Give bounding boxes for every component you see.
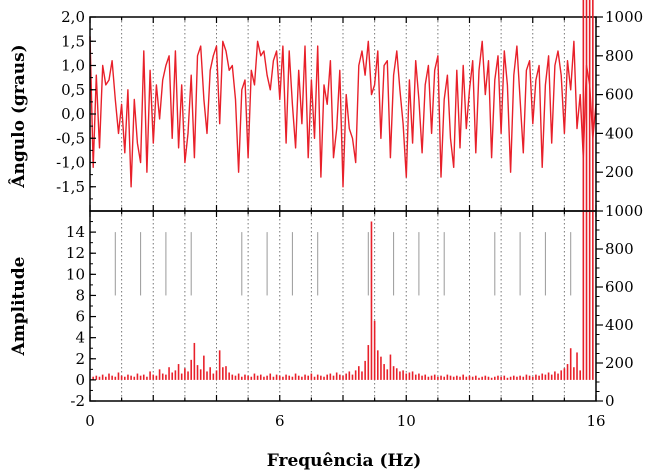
x-tick-label: 10 bbox=[397, 412, 416, 430]
top-y-tick-label: -1,5 bbox=[56, 178, 85, 196]
angle-panel: -1,5 -1,0 -0,5 0,0 0,5 1,0 1,5 2,0 200 400 600 800 1… bbox=[56, 8, 643, 212]
x-tick-label: 6 bbox=[275, 412, 285, 430]
top-y-tick-label: 0,0 bbox=[61, 105, 85, 123]
top-y-tick-label: -1,0 bbox=[56, 154, 85, 172]
bottom-y2-tick-label: 800 bbox=[605, 240, 634, 258]
top-y2-tick-label: 600 bbox=[605, 86, 634, 104]
x-tick-label: 0 bbox=[85, 412, 95, 430]
bottom-y-tick-label: 2 bbox=[75, 350, 85, 368]
bottom-y2-tick-label: 0 bbox=[605, 392, 615, 410]
top-y-tick-label: 0,5 bbox=[61, 81, 85, 99]
top-y-axis-title: Ângulo (graus) bbox=[8, 44, 29, 188]
top-y-tick-label: -0,5 bbox=[56, 129, 85, 147]
bottom-y-tick-label: 4 bbox=[75, 329, 85, 347]
bottom-y2-tick-label: 400 bbox=[605, 316, 634, 334]
bottom-y-tick-label: 8 bbox=[75, 286, 85, 304]
bottom-y2-tick-label: 200 bbox=[605, 354, 634, 372]
top-y2-tick-label: 800 bbox=[605, 47, 634, 65]
bottom-y-axis-title: Amplitude bbox=[9, 256, 29, 356]
top-y2-tick-label: 400 bbox=[605, 124, 634, 142]
bottom-y-tick-label: 6 bbox=[75, 308, 85, 326]
top-y2-tick-label: 200 bbox=[605, 163, 634, 181]
bottom-y2-tick-label: 600 bbox=[605, 278, 634, 296]
top-y2-tick-label: 1000 bbox=[605, 8, 643, 26]
x-tick-label: 16 bbox=[586, 412, 605, 430]
top-y-tick-label: 1,0 bbox=[61, 57, 85, 75]
bottom-y-tick-label: 0 bbox=[75, 371, 85, 389]
bottom-y-tick-label: 12 bbox=[66, 244, 85, 262]
bottom-y-tick-label: 10 bbox=[66, 265, 85, 283]
angle-series-line bbox=[89, 36, 597, 188]
top-y-tick-label: 1,5 bbox=[61, 32, 85, 50]
bottom-y-tick-label: 14 bbox=[66, 223, 85, 241]
top-y-tick-label: 2,0 bbox=[61, 8, 85, 26]
x-axis-title: Frequência (Hz) bbox=[267, 451, 422, 471]
bottom-y-tick-label: -2 bbox=[70, 392, 85, 410]
bottom-y2-tick-label: 1000 bbox=[605, 202, 643, 220]
